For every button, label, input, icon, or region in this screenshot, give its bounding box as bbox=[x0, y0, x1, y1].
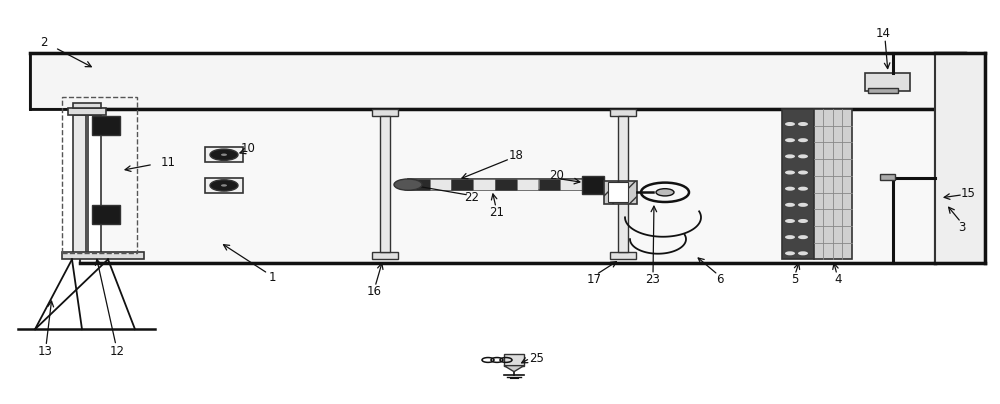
Text: 21: 21 bbox=[490, 206, 505, 219]
Circle shape bbox=[798, 122, 808, 126]
Circle shape bbox=[785, 251, 795, 255]
Circle shape bbox=[785, 187, 795, 191]
Text: 18: 18 bbox=[509, 149, 523, 162]
Text: 1: 1 bbox=[268, 271, 276, 284]
Circle shape bbox=[785, 235, 795, 239]
Bar bbox=[935, 53, 985, 263]
Circle shape bbox=[798, 138, 808, 142]
Bar bbox=[62, 252, 144, 259]
Circle shape bbox=[656, 189, 674, 196]
Bar bbox=[582, 176, 604, 194]
Circle shape bbox=[210, 180, 238, 191]
Bar bbox=[73, 115, 86, 252]
Bar bbox=[782, 109, 814, 259]
Bar bbox=[538, 179, 560, 190]
Text: 11: 11 bbox=[160, 156, 176, 169]
Circle shape bbox=[798, 251, 808, 255]
Bar bbox=[880, 174, 895, 180]
Circle shape bbox=[798, 154, 808, 158]
Text: 5: 5 bbox=[791, 273, 799, 286]
Circle shape bbox=[785, 219, 795, 223]
Bar bbox=[372, 252, 398, 259]
Circle shape bbox=[785, 170, 795, 175]
Text: 12: 12 bbox=[110, 345, 124, 358]
Circle shape bbox=[798, 235, 808, 239]
Bar bbox=[451, 179, 473, 190]
Bar bbox=[504, 354, 524, 366]
Bar bbox=[30, 53, 965, 109]
Bar bbox=[92, 116, 120, 135]
Text: 6: 6 bbox=[716, 273, 724, 286]
Circle shape bbox=[798, 219, 808, 223]
Circle shape bbox=[221, 184, 227, 187]
Bar bbox=[380, 116, 390, 252]
Bar bbox=[80, 109, 935, 263]
Bar bbox=[408, 179, 582, 190]
Text: 17: 17 bbox=[586, 273, 602, 286]
Bar bbox=[618, 116, 628, 252]
Text: 22: 22 bbox=[464, 191, 480, 204]
Bar bbox=[495, 179, 517, 190]
Bar bbox=[517, 179, 538, 190]
Text: 25: 25 bbox=[530, 352, 544, 365]
Polygon shape bbox=[504, 366, 524, 372]
Text: 10: 10 bbox=[241, 142, 255, 155]
Bar bbox=[604, 181, 637, 204]
Bar bbox=[73, 103, 101, 108]
Circle shape bbox=[798, 170, 808, 175]
Text: 16: 16 bbox=[366, 285, 382, 298]
Bar bbox=[372, 109, 398, 116]
Circle shape bbox=[785, 203, 795, 207]
Text: 23: 23 bbox=[646, 273, 660, 286]
Circle shape bbox=[798, 203, 808, 207]
Bar bbox=[92, 205, 120, 224]
Text: 3: 3 bbox=[958, 221, 966, 234]
Bar bbox=[473, 179, 495, 190]
Bar bbox=[88, 115, 101, 252]
Bar bbox=[610, 252, 636, 259]
Bar bbox=[430, 179, 451, 190]
Bar bbox=[608, 182, 628, 202]
Circle shape bbox=[221, 154, 227, 156]
Bar bbox=[560, 179, 582, 190]
Text: 14: 14 bbox=[876, 27, 891, 40]
Text: 4: 4 bbox=[834, 273, 842, 286]
Bar bbox=[865, 73, 910, 91]
Bar bbox=[408, 179, 430, 190]
Circle shape bbox=[394, 179, 422, 190]
Bar bbox=[62, 97, 137, 252]
Text: 2: 2 bbox=[40, 36, 48, 49]
Text: 20: 20 bbox=[550, 169, 564, 182]
Bar bbox=[814, 109, 852, 259]
Circle shape bbox=[798, 187, 808, 191]
Bar bbox=[68, 108, 106, 115]
Bar bbox=[205, 147, 243, 162]
Text: 15: 15 bbox=[961, 187, 975, 200]
Circle shape bbox=[210, 149, 238, 160]
Text: 13: 13 bbox=[38, 345, 52, 358]
Bar bbox=[205, 178, 243, 193]
Circle shape bbox=[785, 154, 795, 158]
Bar bbox=[610, 109, 636, 116]
Circle shape bbox=[785, 138, 795, 142]
Bar bbox=[868, 88, 898, 93]
Circle shape bbox=[785, 122, 795, 126]
